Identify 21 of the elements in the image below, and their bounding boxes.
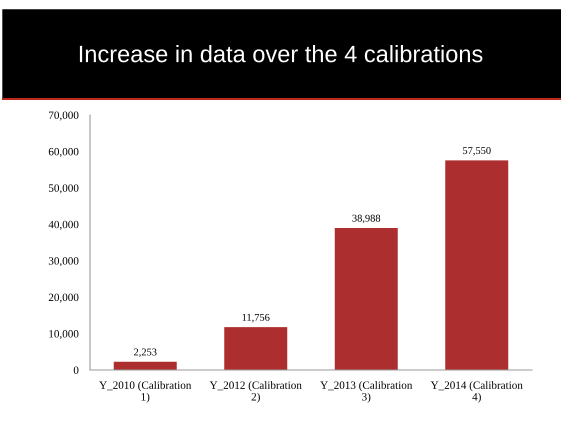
x-tick-label: Y_2012 (Calibration 2) <box>210 381 302 403</box>
x-tick-label: Y_2013 (Calibration 3) <box>320 381 412 403</box>
data-label: 38,988 <box>352 214 380 224</box>
bar <box>445 160 508 370</box>
data-label: 11,756 <box>242 314 270 322</box>
bar <box>224 327 288 370</box>
y-tick-label: 20,000 <box>48 294 78 303</box>
y-tick-label: 30,000 <box>48 257 78 266</box>
bar <box>114 362 177 370</box>
y-tick-label: 70,000 <box>49 111 78 121</box>
y-tick-label: 50,000 <box>48 184 78 194</box>
data-label: 2,253 <box>134 348 157 358</box>
y-tick-label: 60,000 <box>48 148 78 157</box>
x-tick-label: Y_2014 (Calibration 4) <box>430 381 523 403</box>
data-label: 57,550 <box>463 147 491 156</box>
x-tick-label: Y_2010 (Calibration 1) <box>99 381 192 403</box>
y-tick-label: 10,000 <box>49 330 78 340</box>
y-tick-label: 0 <box>74 366 78 374</box>
y-tick-label: 40,000 <box>48 220 78 230</box>
bar <box>334 228 398 370</box>
chart-title: Increase in data over the 4 calibrations <box>80 44 482 62</box>
